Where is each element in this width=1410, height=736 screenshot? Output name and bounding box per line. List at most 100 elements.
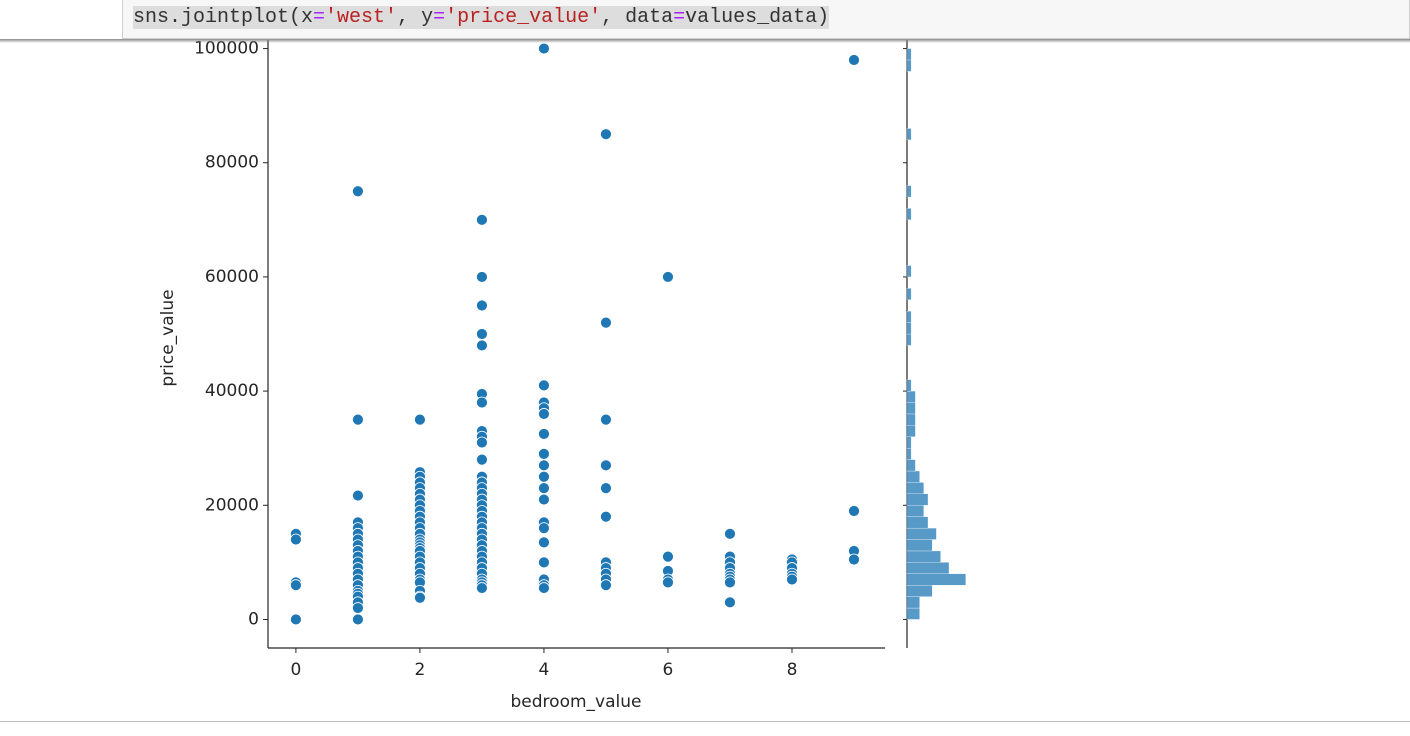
point [538, 522, 550, 535]
point [538, 408, 550, 420]
code-token: 'west' [325, 6, 398, 29]
code-token: 'price_value' [445, 6, 602, 29]
code-token: = [313, 6, 326, 29]
point [476, 582, 488, 594]
histogram-bar [906, 322, 912, 335]
histogram-bar [906, 379, 912, 392]
point [290, 613, 302, 626]
code-token: sns.jointplot(x [133, 6, 314, 29]
x-tick-label: 6 [663, 660, 674, 680]
code: sns.jointplot(x='west', y='price_value',… [133, 6, 830, 29]
point [352, 185, 364, 198]
point [476, 328, 488, 340]
histogram-bar [906, 185, 912, 198]
histogram-bar [906, 59, 912, 72]
histogram-bar [906, 265, 912, 278]
point [538, 447, 550, 460]
point [786, 573, 798, 586]
point [538, 42, 550, 55]
histogram-bar [906, 493, 929, 506]
point [848, 54, 860, 66]
y-tick-label: 40000 [205, 381, 259, 401]
histogram-bar [906, 562, 950, 574]
point [600, 482, 612, 495]
histogram-bar [906, 596, 920, 609]
point [538, 582, 550, 594]
histogram-bar [906, 470, 920, 483]
histogram-bar [906, 573, 966, 586]
histogram-bar [906, 425, 916, 437]
point [600, 316, 612, 329]
point [538, 470, 550, 483]
histogram-bar [906, 585, 933, 597]
code-token: , y [397, 6, 434, 29]
point [476, 339, 488, 352]
y-tick-label: 20000 [205, 495, 259, 515]
code-cell[interactable]: sns.jointplot(x='west', y='price_value',… [122, 0, 1410, 39]
y-tick-label: 60000 [205, 267, 259, 287]
point [538, 556, 550, 569]
histogram-bar [906, 539, 933, 552]
x-tick-label: 4 [539, 660, 550, 680]
histogram-bar [906, 607, 920, 620]
code-token: = [673, 6, 686, 29]
histogram-bar [906, 413, 916, 426]
point [476, 271, 488, 283]
histogram-bar [906, 311, 912, 323]
y-tick-label: 80000 [205, 153, 259, 173]
point [476, 299, 488, 312]
code-token: values_data) [685, 6, 830, 29]
point [538, 459, 550, 472]
separator [0, 721, 1410, 722]
point [724, 596, 736, 609]
point [352, 413, 364, 426]
point [600, 459, 612, 472]
figure-bg [0, 40, 1013, 720]
point [600, 510, 612, 523]
histogram-bar [906, 448, 912, 460]
histogram-bar [906, 550, 941, 563]
histogram-bar [906, 436, 912, 449]
point [538, 536, 550, 549]
point [662, 271, 674, 283]
histogram-bar [906, 208, 912, 220]
point [476, 213, 488, 226]
histogram-bar [906, 505, 924, 517]
histogram-bar [906, 128, 912, 141]
point [476, 436, 488, 449]
histogram-bar [906, 516, 929, 529]
x-tick-label: 0 [290, 660, 301, 680]
point [352, 613, 364, 626]
point [476, 396, 488, 409]
point [848, 553, 860, 566]
point [414, 591, 426, 604]
point [538, 379, 550, 392]
point [724, 527, 736, 540]
y-tick-label: 100000 [194, 39, 259, 59]
point [414, 413, 426, 426]
histogram-bar [906, 390, 916, 403]
point [352, 489, 364, 502]
cell-shadow [0, 39, 1410, 43]
histogram-bar [906, 482, 924, 495]
histogram-bar [906, 333, 912, 346]
point [538, 428, 550, 440]
histogram-bar [906, 288, 912, 300]
point [538, 493, 550, 506]
point [600, 413, 612, 426]
code-token: , data [601, 6, 674, 29]
point [476, 453, 488, 466]
x-axis-label: bedroom_value [511, 692, 642, 712]
point [848, 505, 860, 517]
point [290, 579, 302, 592]
point [290, 533, 302, 546]
point [724, 576, 736, 589]
x-tick-label: 2 [415, 660, 426, 680]
point [600, 579, 612, 592]
code-token: = [433, 6, 446, 29]
x-tick-label: 8 [787, 660, 798, 680]
y-axis-label: price_value [158, 289, 178, 386]
histogram-bar [906, 527, 937, 540]
